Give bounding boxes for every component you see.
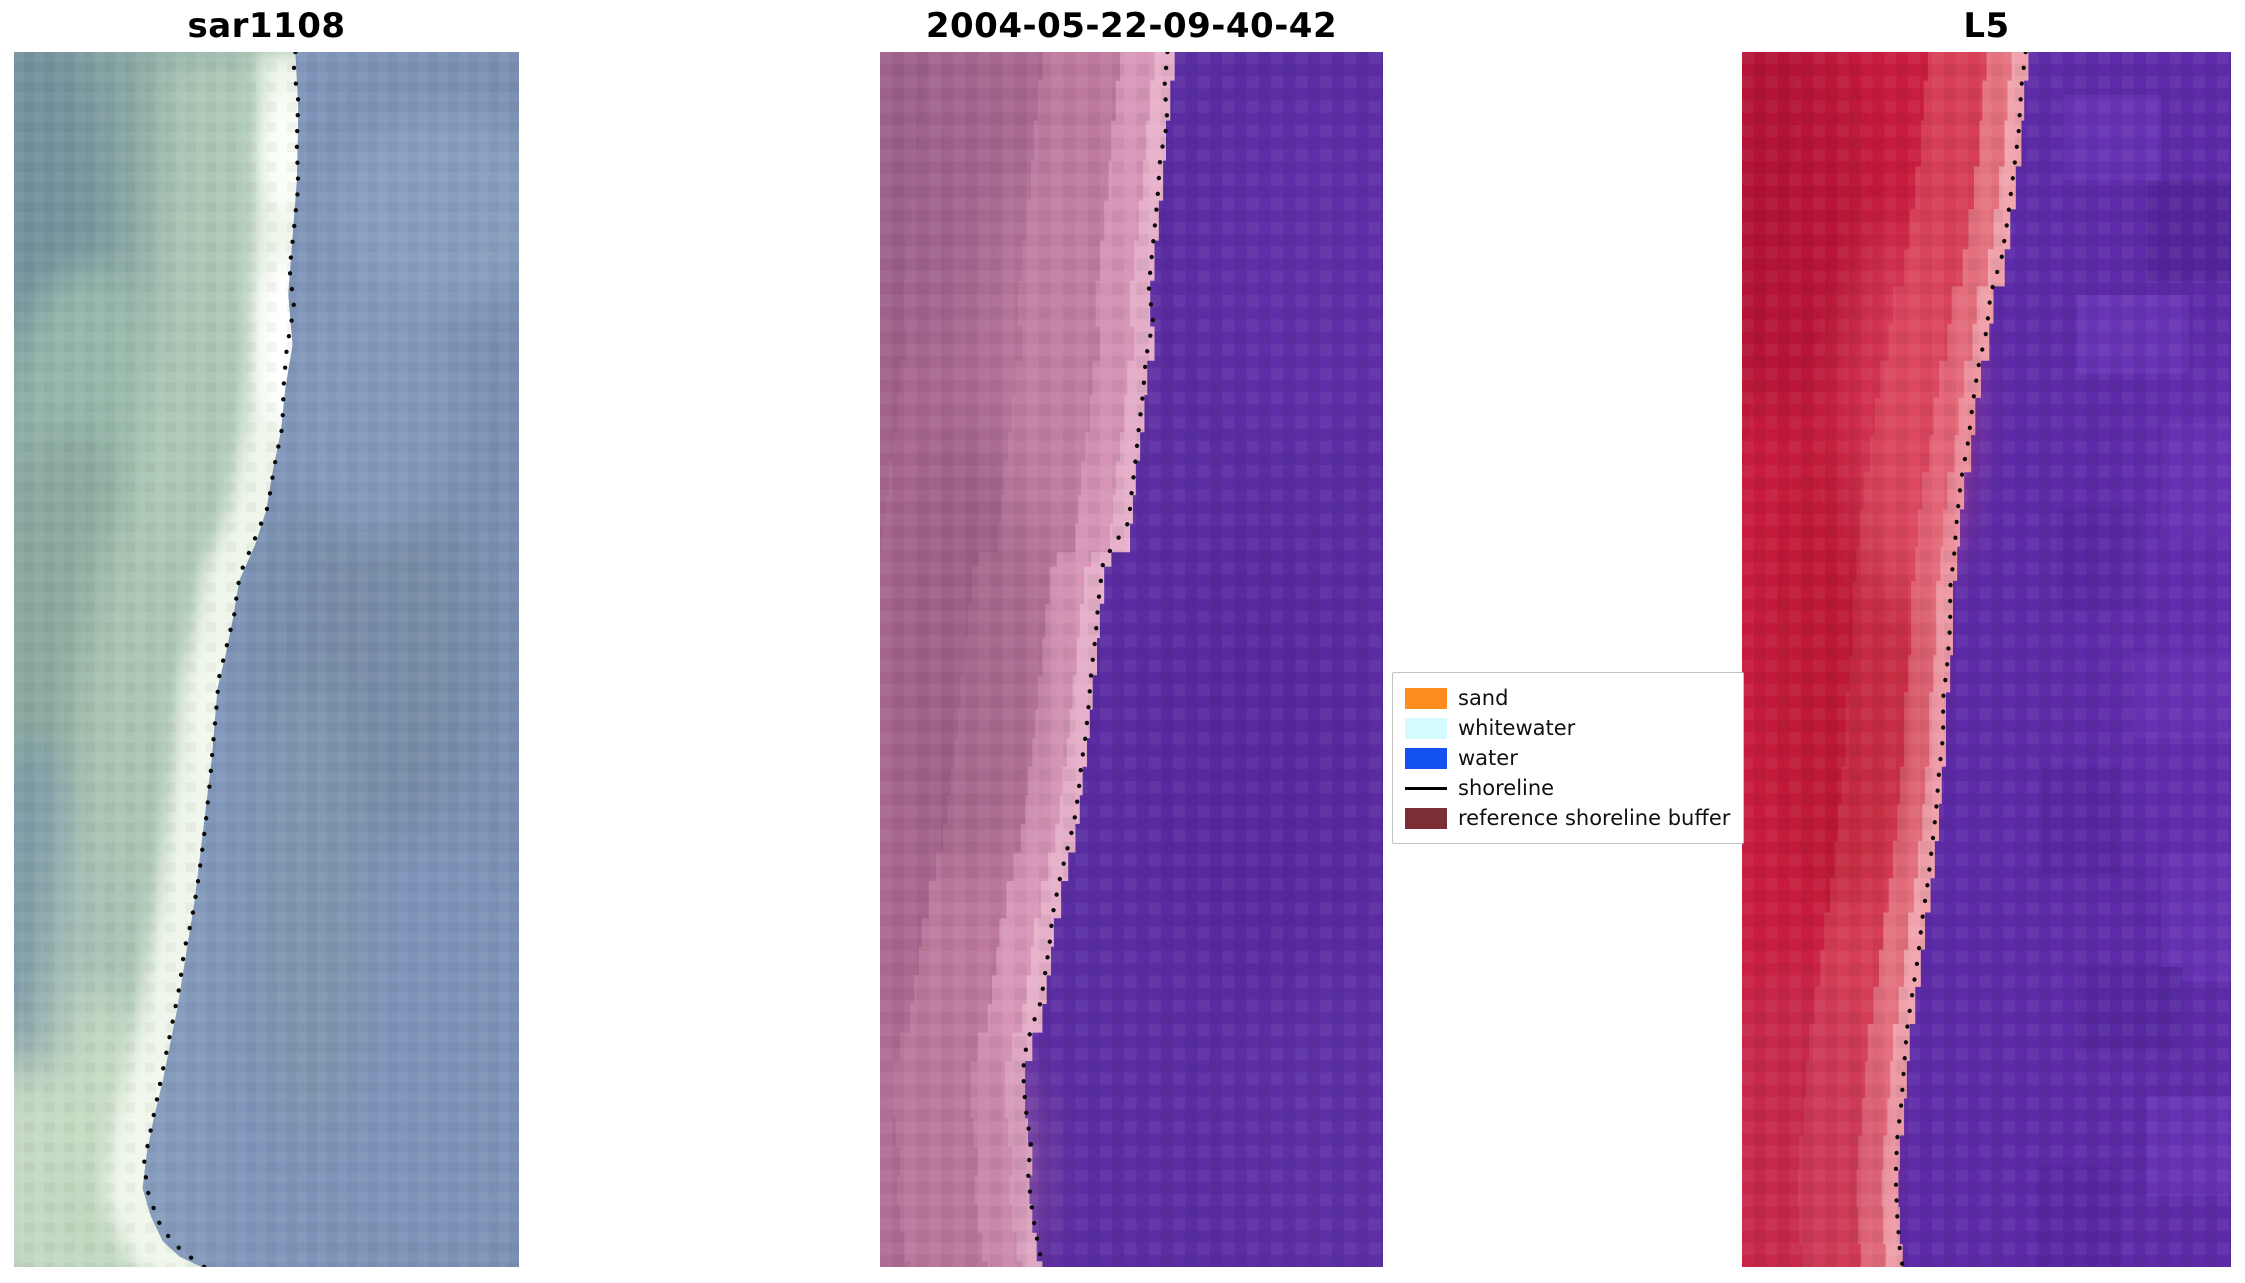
- legend-item-reference-buffer: reference shoreline buffer: [1405, 803, 1731, 833]
- shoreline-dots-sar: [141, 52, 301, 1267]
- legend-item-water: water: [1405, 743, 1731, 773]
- reference-buffer-swatch: [1405, 807, 1447, 829]
- panel-title-sar: sar1108: [187, 6, 346, 46]
- l5-image: [1742, 52, 2231, 1267]
- legend-item-sand: sand: [1405, 683, 1731, 713]
- shoreline-swatch: [1405, 778, 1447, 799]
- sar-image: [14, 52, 519, 1267]
- panel-l5-image: [1742, 52, 2231, 1267]
- legend-item-shoreline: shoreline: [1405, 773, 1731, 803]
- panel-classified-image: [880, 52, 1383, 1267]
- water-swatch: [1405, 747, 1447, 769]
- panel-sar-image: [14, 52, 519, 1267]
- legend-label: water: [1458, 746, 1518, 770]
- legend-label: sand: [1458, 686, 1509, 710]
- pixel-texture-overlay: [14, 52, 519, 1267]
- panel-title-date: 2004-05-22-09-40-42: [925, 6, 1338, 46]
- shoreline-dots-classified: [1021, 52, 1170, 1267]
- panel-title-l5: L5: [1963, 6, 2010, 46]
- legend-item-whitewater: whitewater: [1405, 713, 1731, 743]
- sand-swatch: [1405, 687, 1447, 709]
- legend-label: reference shoreline buffer: [1458, 806, 1731, 830]
- pixel-texture-overlay: [880, 52, 1383, 1267]
- legend: sand whitewater water shoreline referenc…: [1392, 672, 1744, 844]
- pixel-texture-overlay: [1742, 52, 2231, 1267]
- legend-label: whitewater: [1458, 716, 1576, 740]
- whitewater-swatch: [1405, 717, 1447, 739]
- legend-label: shoreline: [1458, 776, 1555, 800]
- shoreline-dots-l5: [1893, 52, 2028, 1267]
- shoreline-line-swatch: [1405, 786, 1447, 790]
- classified-image: [880, 52, 1383, 1267]
